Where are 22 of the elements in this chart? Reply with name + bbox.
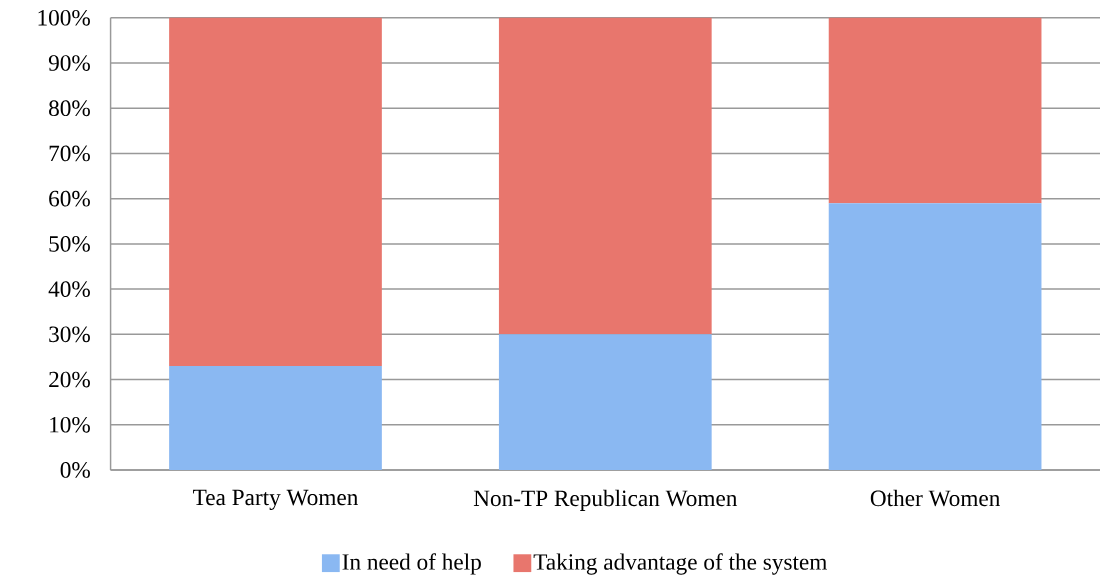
y-tick-label: 0%	[60, 462, 90, 478]
y-tick-label: 80%	[49, 100, 90, 117]
bar	[828, 203, 1042, 471]
y-tick-label: 50%	[49, 236, 90, 252]
bar	[828, 17, 1042, 204]
x-tick-label: Non-TP Republican Women	[473, 489, 738, 511]
x-tick-label: Other Women	[870, 489, 1001, 507]
y-tick-label: 10%	[50, 416, 90, 433]
bar	[169, 366, 382, 471]
y-tick-label: 100%	[38, 10, 90, 26]
bar	[498, 17, 712, 335]
legend-label: In need of help	[342, 553, 481, 575]
x-tick-label: Tea Party Women	[193, 489, 359, 511]
bar	[498, 334, 712, 471]
y-tick-label: 40%	[48, 281, 90, 298]
y-tick-label: 20%	[49, 371, 90, 388]
y-tick-label: 90%	[48, 55, 90, 72]
y-tick-label: 60%	[49, 190, 90, 207]
legend-label: Taking advantage of the system	[533, 553, 827, 575]
y-tick-label: 30%	[49, 326, 90, 343]
bar	[169, 17, 382, 367]
y-tick-label: 70%	[49, 145, 90, 162]
